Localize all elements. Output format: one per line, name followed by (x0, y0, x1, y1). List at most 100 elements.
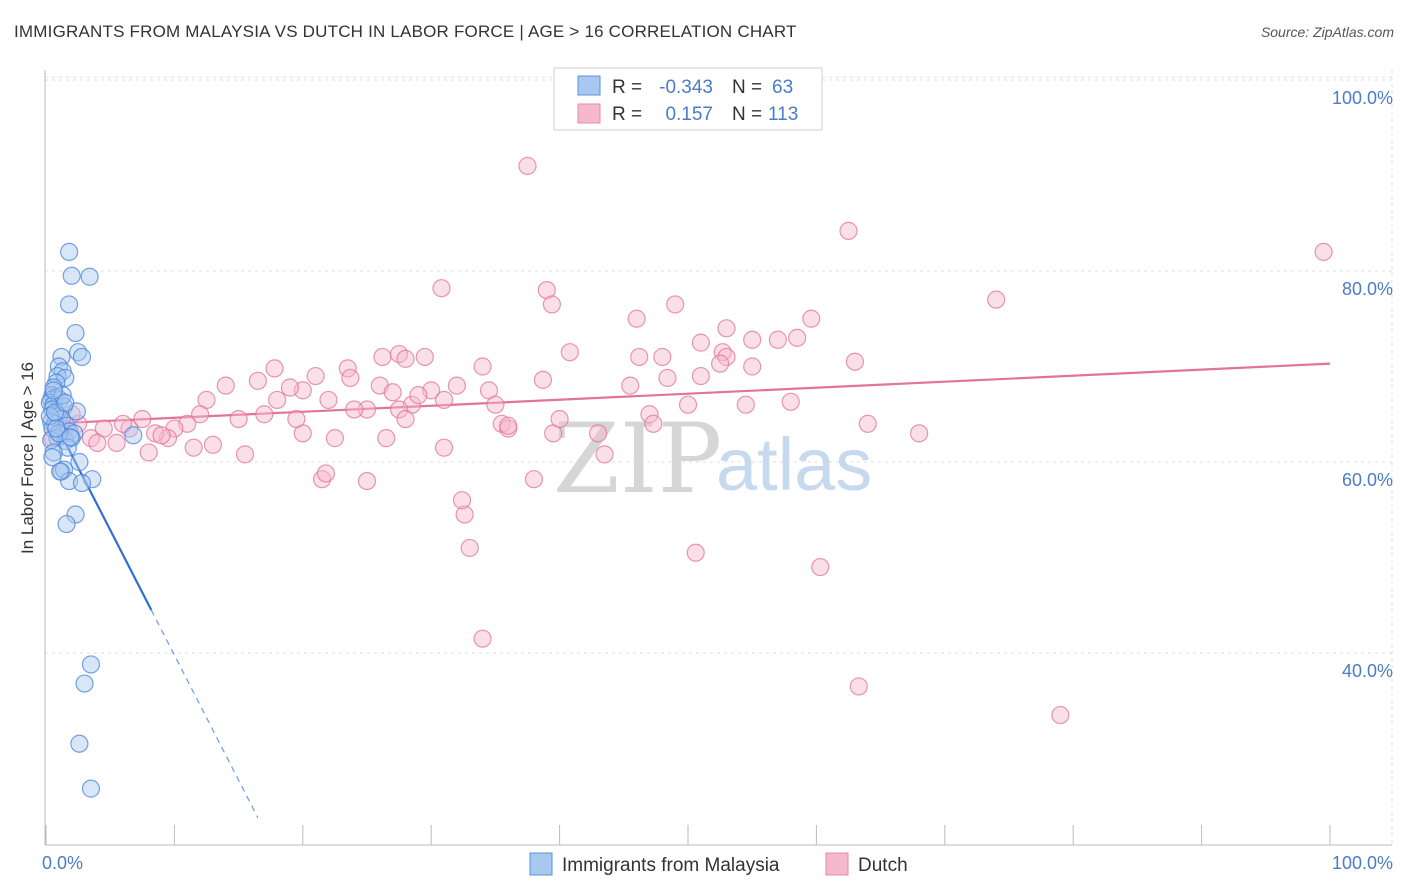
malaysia-point (83, 470, 102, 489)
dutch-point (235, 445, 255, 464)
dutch-point (280, 378, 300, 397)
dutch-point (710, 354, 730, 373)
x-tick-label: 100.0% (1332, 853, 1393, 873)
dutch-point (686, 543, 705, 562)
dutch-point (139, 443, 158, 462)
dutch-point (533, 370, 553, 389)
malaysia-point (81, 655, 101, 674)
dutch-point (621, 376, 640, 395)
y-tick-label: 100.0% (1332, 88, 1393, 108)
malaysia-point (72, 347, 92, 367)
dutch-point (736, 395, 755, 414)
watermark-atlas: atlas (716, 423, 872, 506)
legend-n-label-1: N = (732, 77, 762, 98)
dutch-point (788, 328, 807, 347)
malaysia-point (43, 448, 62, 467)
dutch-point (630, 347, 649, 367)
series-malaysia (40, 242, 143, 798)
series-label-dutch: Dutch (858, 855, 908, 876)
dutch-point (184, 438, 203, 457)
malaysia-point (62, 266, 81, 285)
dutch-point (486, 395, 505, 414)
dutch-point (768, 330, 787, 349)
dutch-point (229, 409, 248, 429)
dutch-point (658, 368, 677, 388)
dutch-point (133, 409, 152, 429)
dutch-point (452, 491, 472, 510)
malaysia-point (80, 267, 99, 286)
dutch-point (499, 416, 518, 435)
dutch-point (473, 629, 492, 648)
legend-r-label-1: R = (612, 77, 642, 98)
dutch-point (518, 156, 537, 176)
dutch-point (341, 368, 360, 388)
dutch-point (802, 309, 821, 328)
dutch-point (113, 414, 133, 433)
dutch-point (811, 557, 830, 577)
dutch-point (357, 400, 377, 419)
legend-swatch-malaysia (577, 75, 601, 96)
y-axis-title: In Labor Force | Age > 16 (18, 362, 37, 554)
y-tick-label: 60.0% (1342, 470, 1393, 490)
dutch-point (743, 357, 762, 376)
dutch-point (666, 295, 685, 314)
dutch-point (644, 414, 663, 433)
dutch-point (390, 400, 409, 419)
dutch-point (691, 366, 710, 386)
legend-swatch-dutch (577, 103, 601, 124)
dutch-point (1051, 705, 1070, 725)
malaysia-point (75, 674, 94, 693)
malaysia-point (72, 473, 92, 493)
y-tick-label: 80.0% (1342, 279, 1393, 299)
dutch-point (415, 347, 434, 367)
legend-r-value-dutch: 0.157 (665, 104, 713, 125)
dutch-point (190, 405, 210, 424)
malaysia-point (70, 452, 89, 472)
dutch-point (524, 470, 544, 489)
dutch-point (542, 295, 561, 314)
dutch-point (560, 343, 579, 362)
series-label-malaysia: Immigrants from Malaysia (562, 855, 780, 876)
dutch-point (216, 376, 235, 395)
dutch-point (473, 357, 492, 376)
dutch-point (781, 392, 800, 411)
dutch-point (595, 445, 614, 464)
malaysia-point (60, 295, 79, 314)
dutch-point (146, 424, 165, 443)
malaysia-point (58, 438, 77, 457)
dutch-point (325, 429, 344, 448)
dutch-point (447, 376, 466, 395)
watermark-zip: ZIP (553, 403, 722, 515)
dutch-point (691, 333, 710, 352)
dutch-point (717, 319, 736, 338)
malaysia-point (66, 323, 85, 343)
malaysia-point (47, 419, 66, 438)
malaysia-point (44, 381, 63, 400)
legend-n-label-2: N = (732, 104, 762, 125)
dutch-point (858, 414, 877, 433)
dutch-point (319, 390, 338, 410)
dutch-point (107, 433, 126, 452)
dutch-point (88, 433, 107, 452)
malaysia-point (61, 428, 80, 447)
legend-r-value-malaysia: -0.343 (659, 77, 713, 98)
malaysia-point (124, 426, 143, 445)
x-tick-label: 0.0% (42, 853, 83, 873)
y-tick-label: 40.0% (1342, 661, 1393, 681)
legend-r-label-2: R = (612, 104, 642, 125)
dutch-point (627, 309, 646, 328)
dutch-point (255, 405, 274, 424)
dutch-point (373, 347, 392, 367)
malaysia-point (70, 734, 89, 753)
dutch-point (849, 677, 868, 696)
series-swatch-dutch (825, 852, 849, 876)
dutch-point (1314, 242, 1333, 261)
data-points (40, 156, 1333, 798)
axes (44, 70, 1392, 846)
legend-n-value-dutch: 113 (768, 104, 798, 125)
dutch-point (357, 472, 377, 491)
dutch-point (396, 409, 415, 429)
series-swatch-malaysia (529, 852, 553, 876)
dutch-point (396, 349, 415, 368)
series-legend: Immigrants from Malaysia Dutch (529, 852, 908, 876)
